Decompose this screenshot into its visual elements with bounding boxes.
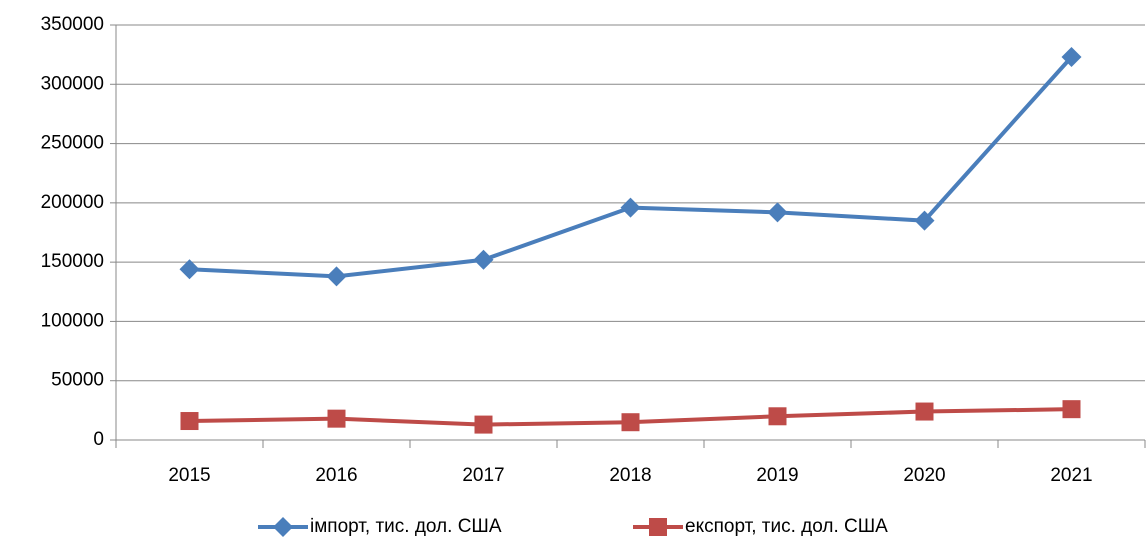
y-tick-label: 250000 [41, 133, 104, 154]
marker [327, 409, 346, 428]
legend-label: імпорт, тис. дол. США [310, 516, 502, 537]
marker [767, 202, 788, 223]
marker [474, 415, 493, 434]
marker [620, 197, 641, 218]
y-tick-label: 350000 [41, 14, 104, 35]
legend-label: експорт, тис. дол. США [685, 516, 888, 537]
marker [180, 412, 199, 431]
x-tick-label: 2021 [1050, 465, 1092, 486]
marker [179, 259, 200, 280]
y-tick-label: 150000 [41, 251, 104, 272]
x-tick-label: 2015 [168, 465, 210, 486]
y-tick-label: 300000 [41, 73, 104, 94]
y-tick-label: 0 [93, 429, 104, 450]
marker [473, 249, 494, 270]
marker [1062, 400, 1081, 419]
x-tick-label: 2019 [756, 465, 798, 486]
marker [915, 402, 934, 421]
series-line [189, 55, 1073, 279]
marker [273, 517, 293, 537]
y-tick-label: 50000 [51, 370, 104, 391]
x-tick-label: 2018 [609, 465, 651, 486]
marker [326, 266, 347, 287]
marker [914, 210, 935, 231]
marker [649, 518, 667, 536]
marker [621, 413, 640, 432]
marker [768, 407, 787, 426]
x-tick-label: 2017 [462, 465, 504, 486]
y-tick-label: 100000 [41, 310, 104, 331]
x-tick-label: 2016 [315, 465, 357, 486]
y-tick-label: 200000 [41, 192, 104, 213]
marker [1061, 47, 1082, 68]
x-tick-label: 2020 [903, 465, 945, 486]
